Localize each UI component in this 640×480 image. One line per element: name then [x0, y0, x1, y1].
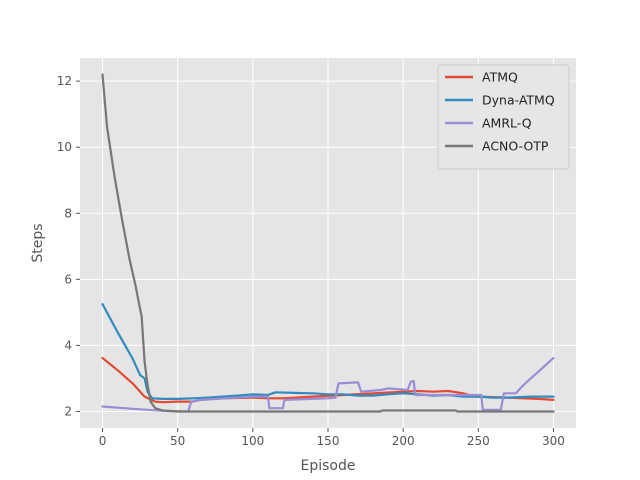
series-lines: [101, 73, 555, 413]
legend-box: [437, 64, 570, 170]
y-tick-label-0: 2: [64, 404, 72, 418]
x-axis-ticks: 0 50 100 150 200 250 300: [99, 428, 565, 448]
y-tick-label-2: 6: [64, 272, 72, 286]
x-tick-label-2: 100: [241, 434, 264, 448]
series-line-amrl-q: [101, 356, 555, 413]
series-line-acno-otp: [101, 73, 555, 413]
x-tick-label-5: 250: [467, 434, 490, 448]
x-tick-label-6: 300: [542, 434, 565, 448]
legend-label-atmq: ATMQ: [482, 70, 518, 85]
legend-label-dyna-atmq: Dyna-ATMQ: [482, 93, 555, 108]
x-tick-label-0: 0: [99, 434, 107, 448]
x-axis-label: Episode: [301, 458, 356, 474]
y-tick-label-3: 8: [64, 206, 72, 220]
y-tick-label-1: 4: [64, 338, 72, 352]
y-tick-label-5: 12: [57, 74, 72, 88]
x-tick-label-4: 200: [392, 434, 415, 448]
legend-label-amrl-q: AMRL-Q: [482, 116, 532, 131]
y-axis-label: Steps: [30, 223, 46, 262]
x-tick-label-3: 150: [317, 434, 340, 448]
y-tick-label-4: 10: [57, 140, 72, 154]
y-axis-ticks: 2 4 6 8 10 12: [57, 74, 80, 418]
x-tick-label-1: 50: [170, 434, 185, 448]
legend-label-acno-otp: ACNO-OTP: [482, 139, 549, 154]
legend: ATMQ Dyna-ATMQ AMRL-Q ACNO-OTP: [437, 64, 570, 170]
